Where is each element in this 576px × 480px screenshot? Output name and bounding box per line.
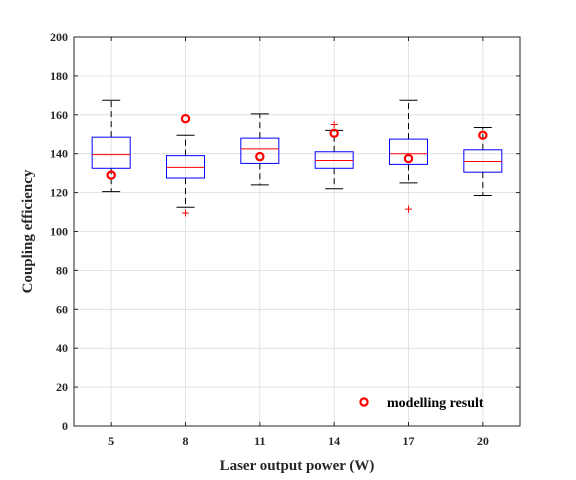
y-tick-label: 140 xyxy=(50,147,68,161)
iqr-box xyxy=(240,137,280,164)
x-tick-label: 8 xyxy=(183,434,189,448)
modelling-result-marker xyxy=(255,151,265,162)
y-tick-label: 60 xyxy=(56,302,68,316)
grid-lines xyxy=(74,36,520,427)
box-group-11 xyxy=(240,113,280,186)
plot-data xyxy=(91,99,503,217)
y-tick-label: 180 xyxy=(50,69,68,83)
y-tick-label: 80 xyxy=(56,263,68,277)
axis-ticks: 0 20 40 60 80 100 120 140 160 180 200 5 8 11 14 17 20 xyxy=(50,30,520,448)
x-tick-label: 17 xyxy=(403,434,415,448)
x-axis-title: Laser output power (W) xyxy=(220,458,375,474)
modelling-result-marker xyxy=(106,170,116,180)
outlier-marker xyxy=(330,121,338,129)
y-tick-label: 20 xyxy=(56,380,68,394)
x-tick-label: 14 xyxy=(328,434,340,448)
outlier-marker xyxy=(405,205,412,213)
outlier-marker xyxy=(182,209,189,217)
modelling-result-marker xyxy=(403,153,414,164)
y-tick-label: 200 xyxy=(50,30,68,44)
box-group-14 xyxy=(314,121,354,190)
legend-marker xyxy=(359,397,369,407)
box-group-20 xyxy=(463,126,503,197)
y-tick-label: 120 xyxy=(50,186,68,200)
modelling-result-marker xyxy=(329,128,339,138)
box-group-17 xyxy=(389,99,428,213)
iqr-box xyxy=(389,138,428,165)
x-tick-label: 20 xyxy=(477,434,489,448)
iqr-box xyxy=(91,136,131,169)
y-tick-label: 160 xyxy=(50,108,68,122)
modelling-result-marker xyxy=(478,130,488,140)
y-tick-label: 40 xyxy=(56,341,68,355)
x-tick-label: 11 xyxy=(254,434,265,448)
y-axis-title: Coupling efficiency xyxy=(20,169,36,293)
y-tick-label: 100 xyxy=(50,225,68,239)
box-group-8 xyxy=(166,134,205,217)
legend-label: modelling result xyxy=(387,396,484,411)
modelling-result-marker xyxy=(180,113,191,124)
y-tick-label: 0 xyxy=(62,419,68,433)
legend: modelling result xyxy=(359,396,484,411)
x-tick-label: 5 xyxy=(108,434,114,448)
